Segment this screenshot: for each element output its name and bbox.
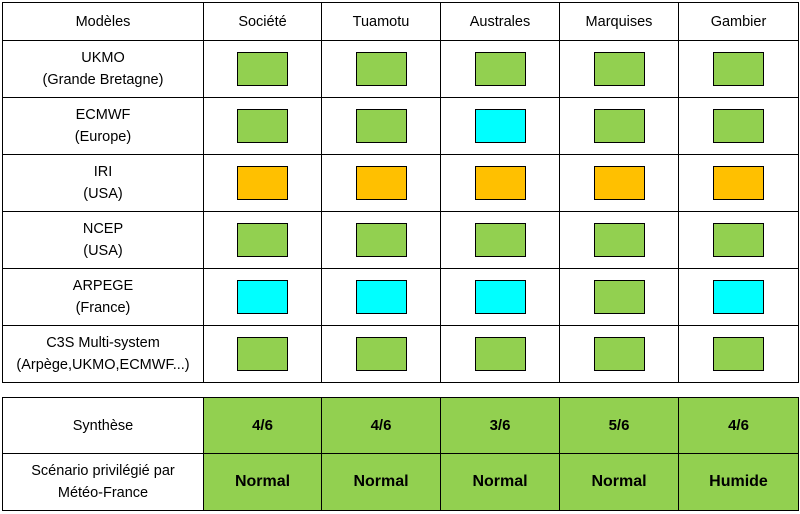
model-label: NCEP (USA) (2, 211, 204, 269)
forecast-square (474, 52, 526, 86)
model-row-arpege: ARPEGE (France) (2, 268, 799, 326)
scenario-label: Scénario privilégié par Météo-France (2, 453, 204, 511)
synthese-tuamotu: 4/6 (321, 397, 441, 454)
synthese-gambier: 4/6 (678, 397, 799, 454)
scenario-gambier: Humide (678, 453, 799, 511)
model-label: ECMWF (Europe) (2, 97, 204, 155)
forecast-square (237, 166, 288, 200)
header-societe: Société (203, 2, 322, 41)
forecast-square (593, 52, 645, 86)
model-row-iri: IRI (USA) (2, 154, 799, 212)
scenario-australes: Normal (440, 453, 560, 511)
model-label: UKMO (Grande Bretagne) (2, 40, 204, 98)
model-origin: (USA) (83, 186, 123, 202)
synthese-marquises: 5/6 (559, 397, 679, 454)
forecast-square (355, 223, 407, 257)
synthese-row: Synthèse 4/6 4/6 3/6 5/6 4/6 (2, 397, 799, 454)
forecast-square (713, 223, 764, 257)
synthese-australes: 3/6 (440, 397, 560, 454)
scenario-label-line2: Météo-France (57, 485, 149, 501)
header-marquises: Marquises (559, 2, 679, 41)
summary-table: Synthèse 4/6 4/6 3/6 5/6 4/6 Scénario pr… (2, 397, 799, 511)
scenario-marquises: Normal (559, 453, 679, 511)
model-row-ecmwf: ECMWF (Europe) (2, 97, 799, 155)
forecast-square (355, 166, 407, 200)
model-label: C3S Multi-system (Arpège,UKMO,ECMWF...) (2, 325, 204, 383)
model-row-ukmo: UKMO (Grande Bretagne) (2, 40, 799, 98)
forecast-square (593, 280, 645, 314)
header-row: Modèles Société Tuamotu Australes Marqui… (2, 2, 799, 41)
model-name: IRI (93, 164, 113, 180)
models-table: Modèles Société Tuamotu Australes Marqui… (2, 2, 799, 383)
model-origin: (Arpège,UKMO,ECMWF...) (16, 357, 190, 373)
forecast-square (355, 337, 407, 371)
forecast-square (237, 109, 288, 143)
model-name: ECMWF (75, 107, 131, 123)
synthese-societe: 4/6 (203, 397, 322, 454)
forecast-square (593, 166, 645, 200)
header-australes: Australes (440, 2, 560, 41)
scenario-societe: Normal (203, 453, 322, 511)
model-row-ncep: NCEP (USA) (2, 211, 799, 269)
forecast-square (237, 52, 288, 86)
model-origin: (USA) (83, 243, 123, 259)
model-row-c3s: C3S Multi-system (Arpège,UKMO,ECMWF...) (2, 325, 799, 383)
model-name: NCEP (82, 221, 124, 237)
forecast-square (713, 166, 764, 200)
header-models: Modèles (2, 2, 204, 41)
forecast-square (713, 52, 764, 86)
forecast-square (713, 280, 764, 314)
model-name: C3S Multi-system (46, 335, 160, 351)
synthese-label: Synthèse (2, 397, 204, 454)
model-origin: (Europe) (74, 129, 132, 145)
forecast-square (593, 223, 645, 257)
model-origin: (France) (75, 300, 131, 316)
forecast-square (355, 109, 407, 143)
scenario-row: Scénario privilégié par Météo-France Nor… (2, 453, 799, 511)
forecast-square (237, 223, 288, 257)
model-label: ARPEGE (France) (2, 268, 204, 326)
model-label: IRI (USA) (2, 154, 204, 212)
forecast-square (474, 109, 526, 143)
forecast-square (474, 280, 526, 314)
model-name: ARPEGE (72, 278, 134, 294)
scenario-label-line1: Scénario privilégié par (31, 463, 175, 479)
forecast-square (355, 280, 407, 314)
forecast-square (593, 337, 645, 371)
forecast-square (237, 337, 288, 371)
header-gambier: Gambier (678, 2, 799, 41)
forecast-square (593, 109, 645, 143)
forecast-square (474, 337, 526, 371)
forecast-square (713, 337, 764, 371)
forecast-square (474, 223, 526, 257)
forecast-square (713, 109, 764, 143)
forecast-square (474, 166, 526, 200)
model-name: UKMO (81, 50, 125, 66)
forecast-square (355, 52, 407, 86)
forecast-square (237, 280, 288, 314)
scenario-tuamotu: Normal (321, 453, 441, 511)
model-origin: (Grande Bretagne) (42, 72, 164, 88)
header-tuamotu: Tuamotu (321, 2, 441, 41)
